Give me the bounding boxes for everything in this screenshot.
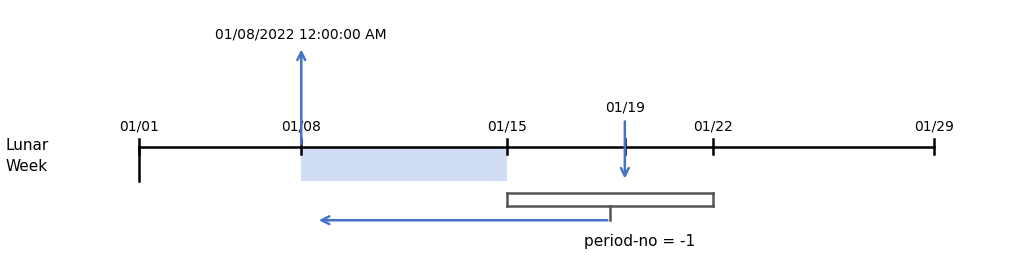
- Text: Lunar
Week: Lunar Week: [5, 138, 48, 174]
- Text: 01/08: 01/08: [282, 119, 321, 133]
- Bar: [301, 147, 507, 182]
- Text: 01/01: 01/01: [119, 119, 160, 133]
- Text: 01/15: 01/15: [487, 119, 527, 133]
- Text: 01/22: 01/22: [693, 119, 733, 133]
- Text: 01/29: 01/29: [914, 119, 953, 133]
- Text: 01/19: 01/19: [605, 100, 644, 114]
- Text: period-no = -1: period-no = -1: [584, 234, 695, 249]
- Text: 01/08/2022 12:00:00 AM: 01/08/2022 12:00:00 AM: [215, 28, 387, 42]
